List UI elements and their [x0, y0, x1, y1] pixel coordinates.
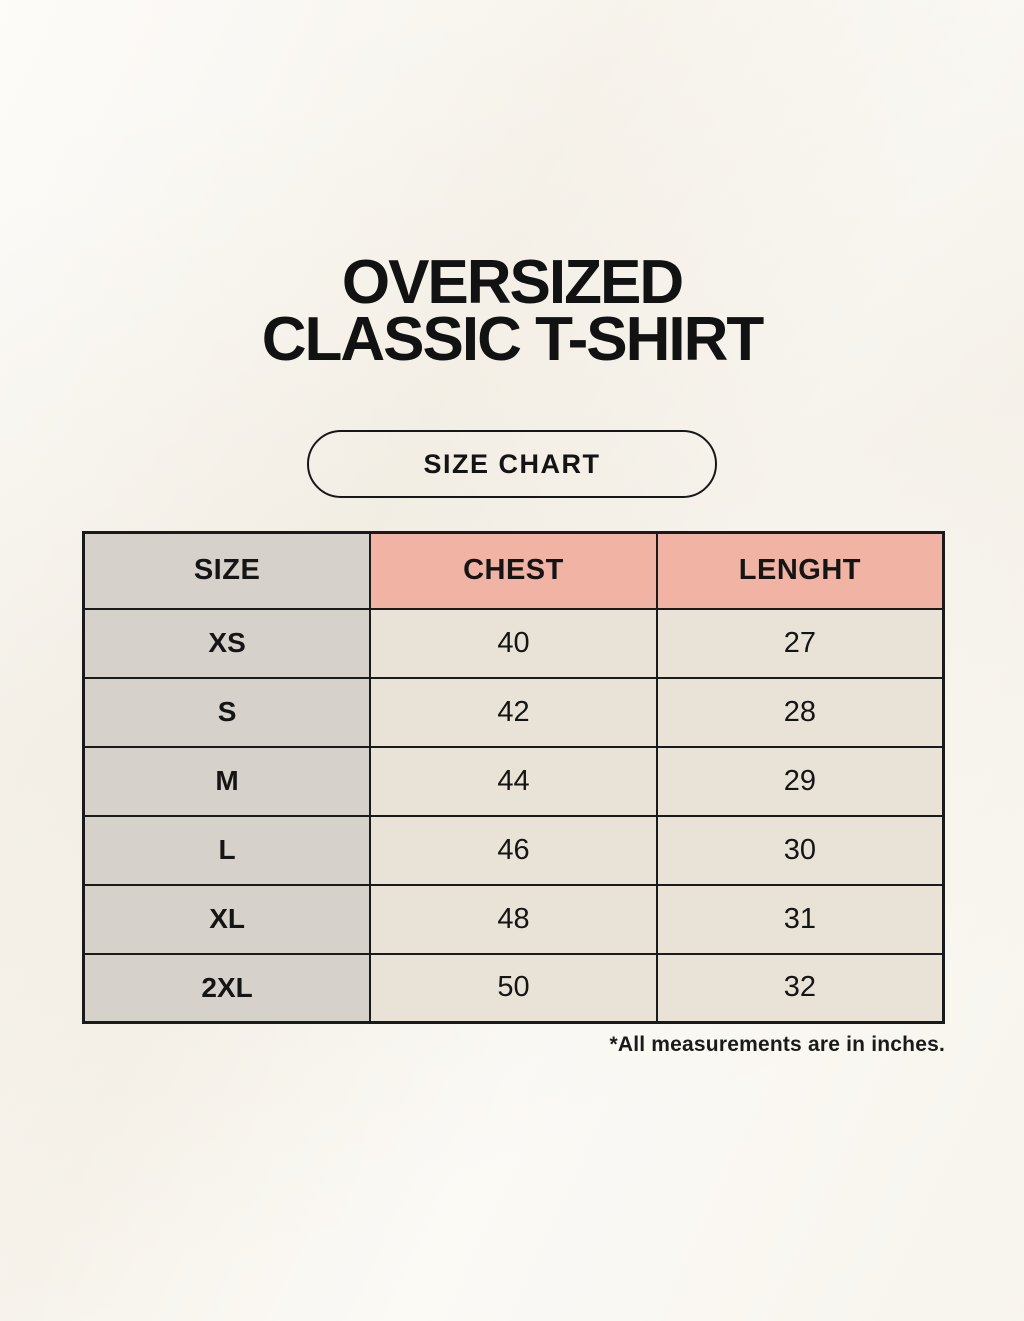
size-chart-button[interactable]: SIZE CHART [307, 430, 717, 498]
table-row-xl: XL 48 31 [82, 883, 945, 955]
size-cell: XS [82, 607, 372, 679]
table-row-l: L 46 30 [82, 814, 945, 886]
size-cell: XL [82, 883, 372, 955]
column-header-chest: CHEST [369, 531, 658, 610]
length-cell: 27 [655, 607, 945, 679]
chest-cell: 46 [369, 814, 658, 886]
size-cell: L [82, 814, 372, 886]
table-row-s: S 42 28 [82, 676, 945, 748]
measurements-footnote: *All measurements are in inches. [609, 1033, 945, 1056]
product-title: OVERSIZED CLASSIC T-SHIRT [0, 252, 1024, 371]
column-header-size: SIZE [82, 531, 372, 610]
chest-cell: 40 [369, 607, 658, 679]
product-title-line2: CLASSIC T-SHIRT [261, 305, 764, 374]
chest-cell: 48 [369, 883, 658, 955]
length-cell: 30 [655, 814, 945, 886]
table-row-xs: XS 40 27 [82, 607, 945, 679]
header-row: SIZE CHEST LENGHT [82, 531, 945, 610]
length-cell: 29 [655, 745, 945, 817]
table-row-m: M 44 29 [82, 745, 945, 817]
chest-cell: 44 [369, 745, 658, 817]
product-title-line1: OVERSIZED [341, 248, 684, 317]
size-chart-section: SIZE CHEST LENGHT XS 40 27 S 42 28 M 44 … [82, 531, 945, 1057]
length-cell: 32 [655, 952, 945, 1024]
length-cell: 31 [655, 883, 945, 955]
length-cell: 28 [655, 676, 945, 748]
chest-cell: 42 [369, 676, 658, 748]
size-cell: M [82, 745, 372, 817]
chest-cell: 50 [369, 952, 658, 1024]
table-row-2xl: 2XL 50 32 [82, 952, 945, 1024]
size-cell: S [82, 676, 372, 748]
column-header-lenght: LENGHT [655, 531, 945, 610]
size-table: SIZE CHEST LENGHT XS 40 27 S 42 28 M 44 … [82, 531, 945, 1024]
size-chart-button-label: SIZE CHART [423, 448, 601, 479]
size-table-body: XS 40 27 S 42 28 M 44 29 L 46 30 XL 48 [82, 607, 945, 1024]
size-cell: 2XL [82, 952, 372, 1024]
size-table-header: SIZE CHEST LENGHT [82, 531, 945, 610]
